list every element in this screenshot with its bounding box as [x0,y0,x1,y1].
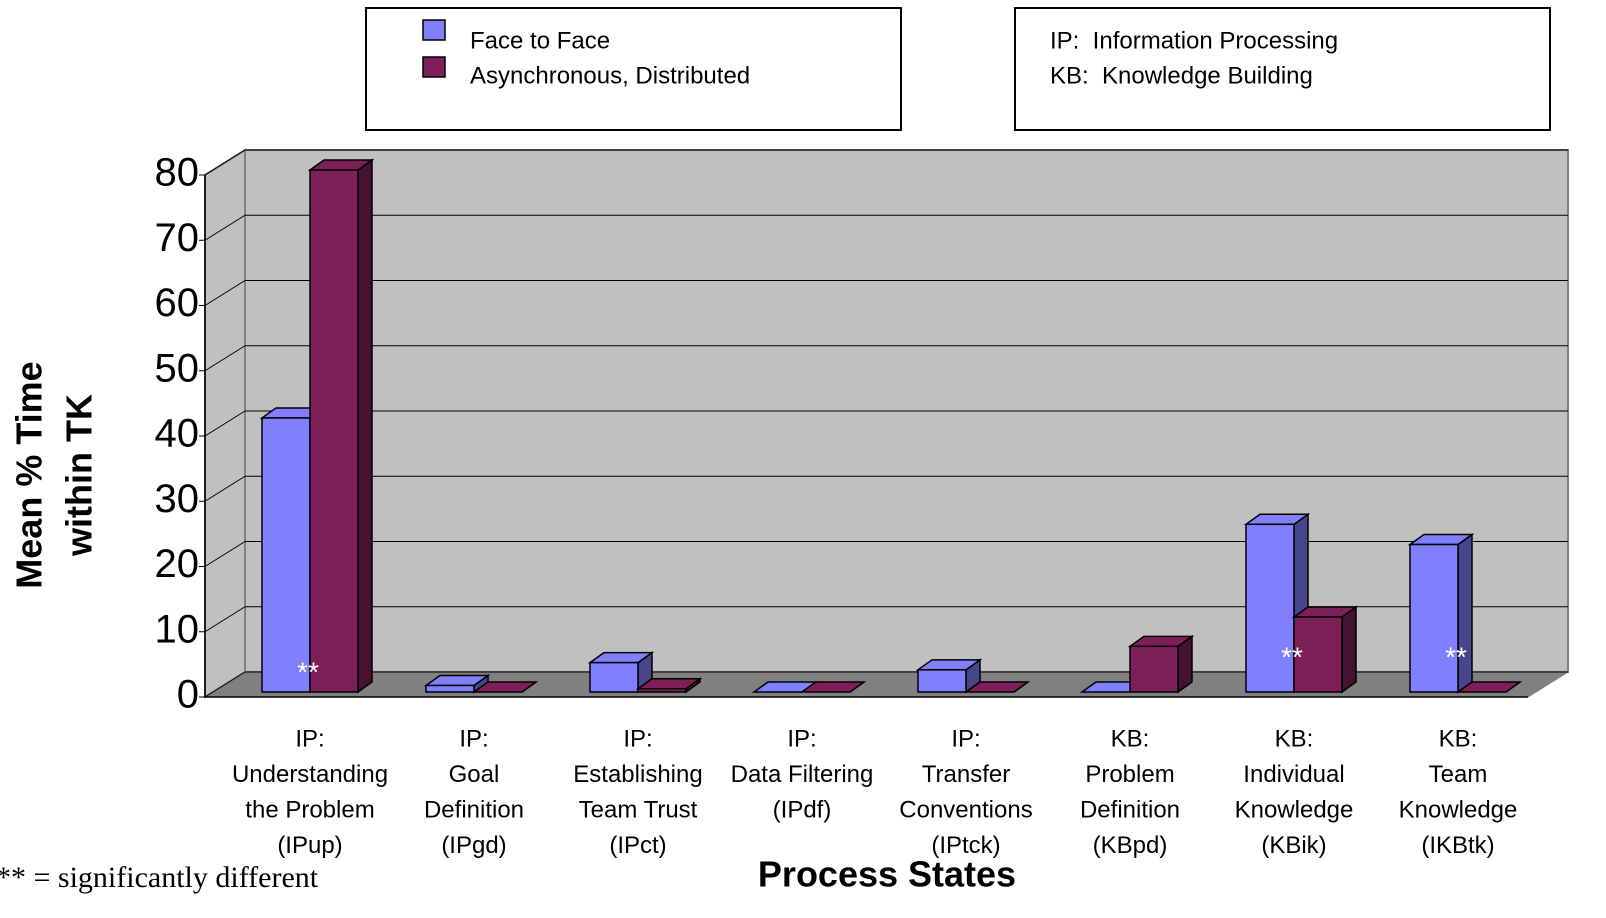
bar [1291,605,1359,694]
bar-front [1245,523,1295,693]
x-tick-label: IP: [459,725,488,752]
grid-line [204,280,246,306]
x-tick-label: Knowledge [1399,796,1518,823]
bar-front [1409,543,1459,693]
x-tick-label: KB: [1275,725,1314,752]
x-tick-label: Transfer [922,761,1010,788]
grid-line [204,410,246,437]
bar [471,681,539,693]
y-axis-title-line: within TK [59,394,100,557]
bar-side [1341,605,1357,694]
bar [915,658,983,694]
x-tick-label: KB: [1439,725,1478,752]
x-tick-label: Knowledge [1235,796,1354,823]
bar-top [799,681,867,693]
x-tick-label: IP: [951,725,980,752]
legend-swatch [422,19,446,41]
grid-line [204,214,246,241]
x-tick-label: Conventions [899,796,1032,823]
y-tick-label: 80 [155,151,200,195]
x-tick-label: the Problem [245,796,374,823]
y-tick-label: 10 [155,607,200,651]
x-tick-label: Team Trust [579,796,698,823]
y-tick-label: 50 [155,346,200,390]
y-tick-label: 40 [155,412,200,456]
bar [423,674,491,694]
grid-line [204,345,246,372]
y-axis-title-line: Mean % Time [9,361,50,588]
x-tick-label: Team [1429,761,1488,788]
bar [307,158,375,694]
x-tick-label: Establishing [573,761,702,788]
bar [799,681,867,693]
bar-front [261,417,311,693]
x-tick-label: (KBik) [1261,832,1326,859]
x-tick-label: (IPct) [609,832,666,859]
x-tick-label: (IKBtk) [1421,832,1494,859]
x-tick-label: IP: [295,725,324,752]
x-tick-label: Understanding [232,761,388,788]
footnote: ** = significantly different [0,861,319,894]
bar-front [589,661,639,693]
grid-line [204,541,246,567]
bar-top [1455,681,1523,693]
x-tick-label: KB: [1111,725,1150,752]
bar [1127,634,1195,694]
grid-line [204,475,246,502]
grid-line [204,671,246,698]
y-tick-label: 70 [155,216,200,260]
y-tick-label: 30 [155,477,200,521]
bar [1407,533,1475,694]
x-tick-label: (IPgd) [441,832,506,859]
x-tick-label: (IPup) [277,832,342,859]
x-tick-label: Goal [449,761,500,788]
x-tick-label: Problem [1085,761,1174,788]
bar-front [637,687,687,693]
annotation: ** [297,656,319,687]
legend-label: Face to Face [470,27,610,54]
x-tick-label: (IPdf) [773,796,832,823]
legend-swatch [422,56,446,78]
grid-line [204,606,246,633]
x-tick-label: IP: [787,725,816,752]
bar-side [357,158,373,694]
bar [635,677,703,694]
note: KB: Knowledge Building [1050,62,1313,89]
x-axis-title: Process States [758,854,1016,895]
bar-top [471,681,539,693]
x-tick-label: (IPtck) [931,832,1000,859]
grid-line [204,149,246,176]
x-tick-label: Definition [424,796,524,823]
bar [963,681,1031,693]
y-tick-label: 20 [155,542,200,586]
x-tick-label: Individual [1243,761,1344,788]
bar-front [309,169,359,693]
bar-front [1293,616,1343,693]
bar-front [425,684,475,693]
notes-box [1014,7,1551,131]
bar [1455,681,1523,693]
annotation: ** [1445,641,1467,672]
y-axis-title: Mean % Time within TK [9,361,100,588]
legend-box [365,7,902,131]
y-tick-label: 0 [177,673,199,717]
bar-front [917,669,967,693]
x-tick-label: Data Filtering [731,761,874,788]
x-tick-label: (KBpd) [1093,832,1168,859]
annotation: ** [1281,641,1303,672]
bar [587,651,655,694]
y-tick-label: 60 [155,281,200,325]
x-tick-label: IP: [623,725,652,752]
bar-front [1129,645,1179,693]
floor [203,671,1570,698]
legend-label: Asynchronous, Distributed [470,62,750,89]
x-tick-label: Definition [1080,796,1180,823]
bar-top [963,681,1031,693]
note: IP: Information Processing [1050,27,1338,54]
